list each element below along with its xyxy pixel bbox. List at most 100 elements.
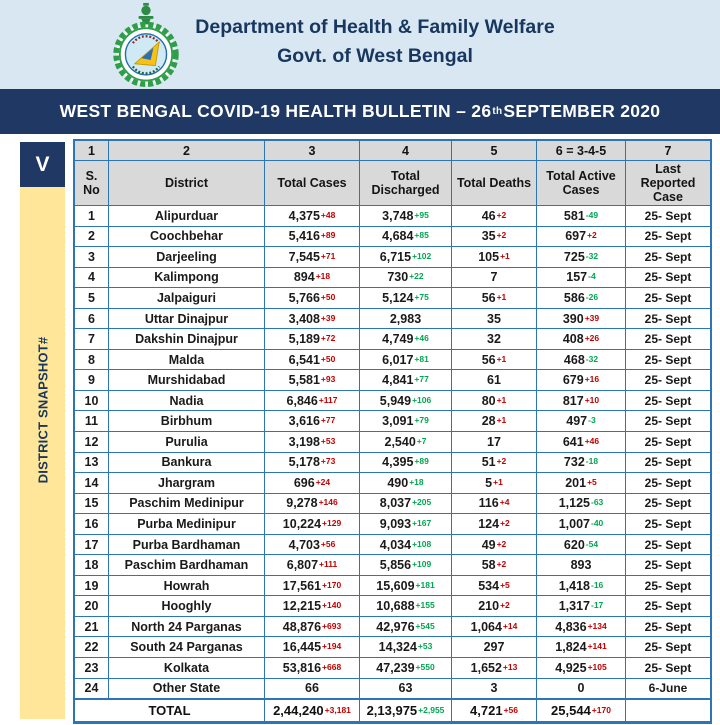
row-sno: 10 bbox=[75, 390, 109, 412]
row-total-discharged: 6,715 +102 bbox=[360, 247, 452, 268]
row-total-active: 408 +26 bbox=[537, 329, 626, 350]
row-last-reported: 25- Sept bbox=[626, 514, 710, 535]
row-total-deaths: 61 bbox=[452, 370, 537, 391]
row-district: Birbhum bbox=[109, 411, 265, 433]
total-cases: 2,44,240 +3,181 bbox=[265, 699, 360, 723]
row-total-discharged: 5,949 +106 bbox=[360, 390, 452, 412]
column-header: S. No bbox=[75, 161, 109, 206]
total-deaths: 4,721 +56 bbox=[452, 699, 537, 723]
table-row: 11 Birbhum 3,616 +77 3,091 +79 28 +1 497 -3 25- Se… bbox=[75, 411, 710, 433]
row-total-cases: 4,703 +56 bbox=[265, 534, 360, 556]
row-total-discharged: 4,395 +89 bbox=[360, 452, 452, 474]
row-district: Uttar Dinajpur bbox=[109, 308, 265, 330]
row-total-discharged: 63 bbox=[360, 678, 452, 700]
row-total-active: 1,824 +141 bbox=[537, 637, 626, 659]
row-total-deaths: 1,064 +14 bbox=[452, 616, 537, 638]
row-total-deaths: 46 +2 bbox=[452, 206, 537, 227]
row-total-discharged: 2,983 bbox=[360, 308, 452, 330]
column-header: Total Discharged bbox=[360, 161, 452, 206]
row-last-reported: 25- Sept bbox=[626, 390, 710, 412]
row-last-reported: 25- Sept bbox=[626, 370, 710, 391]
row-total-deaths: 105 +1 bbox=[452, 247, 537, 268]
row-last-reported: 25- Sept bbox=[626, 452, 710, 474]
row-total-cases: 16,445 +194 bbox=[265, 637, 360, 659]
row-total-active: 1,007 -40 bbox=[537, 514, 626, 535]
row-last-reported: 25- Sept bbox=[626, 349, 710, 371]
row-total-active: 1,418 -16 bbox=[537, 575, 626, 597]
row-district: Bankura bbox=[109, 452, 265, 474]
row-total-deaths: 124 +2 bbox=[452, 514, 537, 535]
table-row: 24 Other State 66 63 3 0 6-June bbox=[75, 678, 710, 700]
column-number: 7 bbox=[626, 141, 710, 161]
table-row: 23 Kolkata 53,816 +668 47,239 +550 1,652 +13 4,9… bbox=[75, 658, 710, 679]
row-total-active: 679 +16 bbox=[537, 370, 626, 391]
row-last-reported: 25- Sept bbox=[626, 226, 710, 248]
row-total-deaths: 297 bbox=[452, 637, 537, 659]
table-row: 6 Uttar Dinajpur 3,408 +39 2,983 35 390 +39 25- … bbox=[75, 308, 710, 330]
row-last-reported: 25- Sept bbox=[626, 555, 710, 576]
row-sno: 14 bbox=[75, 473, 109, 494]
row-total-cases: 7,545 +71 bbox=[265, 247, 360, 268]
row-last-reported: 25- Sept bbox=[626, 637, 710, 659]
row-total-discharged: 15,609 +181 bbox=[360, 575, 452, 597]
row-total-cases: 17,561 +170 bbox=[265, 575, 360, 597]
table-row: 19 Howrah 17,561 +170 15,609 +181 534 +5 1,418 -1… bbox=[75, 575, 710, 597]
row-last-reported: 25- Sept bbox=[626, 658, 710, 679]
row-total-active: 390 +39 bbox=[537, 308, 626, 330]
row-district: Purba Medinipur bbox=[109, 514, 265, 535]
row-sno: 17 bbox=[75, 534, 109, 556]
table-row: 16 Purba Medinipur 10,224 +129 9,093 +167 124 +… bbox=[75, 514, 710, 535]
table-row: 13 Bankura 5,178 +73 4,395 +89 51 +2 732 -18 25- S… bbox=[75, 452, 710, 474]
row-sno: 9 bbox=[75, 370, 109, 391]
district-snapshot-label: DISTRICT SNAPSHOT# bbox=[35, 336, 50, 484]
row-total-active: 1,125 -63 bbox=[537, 493, 626, 515]
row-district: Hooghly bbox=[109, 596, 265, 617]
row-last-reported: 25- Sept bbox=[626, 596, 710, 617]
row-total-cases: 696 +24 bbox=[265, 473, 360, 494]
row-district: Malda bbox=[109, 349, 265, 371]
row-last-reported: 25- Sept bbox=[626, 206, 710, 227]
table-row: 2 Coochbehar 5,416 +89 4,684 +85 35 +2 697 +2 25- … bbox=[75, 226, 710, 248]
row-total-deaths: 32 bbox=[452, 329, 537, 350]
emblem-icon bbox=[113, 2, 179, 88]
row-total-cases: 6,541 +50 bbox=[265, 349, 360, 371]
column-header: Total Active Cases bbox=[537, 161, 626, 206]
row-total-cases: 5,581 +93 bbox=[265, 370, 360, 391]
section-v-tab: V bbox=[20, 142, 65, 187]
row-total-cases: 6,807 +111 bbox=[265, 555, 360, 576]
row-total-discharged: 8,037 +205 bbox=[360, 493, 452, 515]
row-district: Alipurduar bbox=[109, 206, 265, 227]
table-row: 12 Purulia 3,198 +53 2,540 +7 17 641 +46 25- Sept bbox=[75, 432, 710, 453]
row-last-reported: 25- Sept bbox=[626, 288, 710, 309]
row-sno: 1 bbox=[75, 206, 109, 227]
row-total-cases: 9,278 +146 bbox=[265, 493, 360, 515]
ordinal-suffix: th bbox=[492, 106, 503, 117]
row-total-cases: 53,816 +668 bbox=[265, 658, 360, 679]
row-total-deaths: 3 bbox=[452, 678, 537, 700]
row-district: Dakshin Dinajpur bbox=[109, 329, 265, 350]
row-sno: 6 bbox=[75, 308, 109, 330]
row-last-reported: 25- Sept bbox=[626, 267, 710, 289]
row-sno: 16 bbox=[75, 514, 109, 535]
column-number: 6 = 3-4-5 bbox=[537, 141, 626, 161]
table-row: 20 Hooghly 12,215 +140 10,688 +155 210 +2 1,317-… bbox=[75, 596, 710, 617]
row-last-reported: 25- Sept bbox=[626, 432, 710, 453]
district-snapshot-strip: DISTRICT SNAPSHOT# bbox=[20, 187, 65, 719]
total-discharged: 2,13,975 +2,955 bbox=[360, 699, 452, 723]
row-total-cases: 3,198 +53 bbox=[265, 432, 360, 453]
row-total-active: 893 bbox=[537, 555, 626, 576]
row-last-reported: 6-June bbox=[626, 678, 710, 700]
row-last-reported: 25- Sept bbox=[626, 473, 710, 494]
row-total-cases: 10,224 +129 bbox=[265, 514, 360, 535]
row-total-cases: 894 +18 bbox=[265, 267, 360, 289]
row-sno: 18 bbox=[75, 555, 109, 576]
department-header: Department of Health & Family Welfare Go… bbox=[0, 0, 720, 89]
row-total-discharged: 14,324 +53 bbox=[360, 637, 452, 659]
row-total-active: 4,925 +105 bbox=[537, 658, 626, 679]
row-sno: 8 bbox=[75, 349, 109, 371]
row-total-deaths: 35 +2 bbox=[452, 226, 537, 248]
row-total-deaths: 534 +5 bbox=[452, 575, 537, 597]
row-district: Nadia bbox=[109, 390, 265, 412]
row-last-reported: 25- Sept bbox=[626, 493, 710, 515]
row-total-active: 732 -18 bbox=[537, 452, 626, 474]
